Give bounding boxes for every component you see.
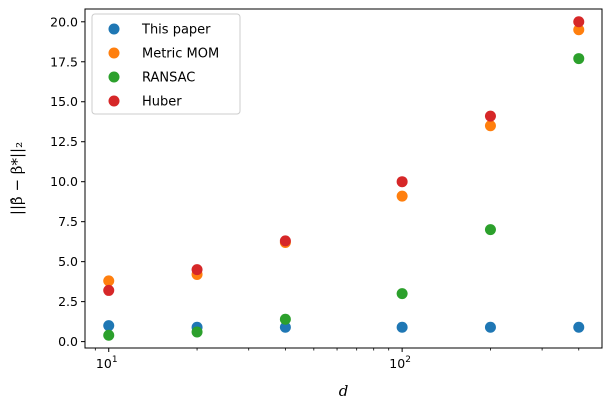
data-point-ransac (103, 329, 115, 341)
data-point-huber (103, 284, 115, 296)
data-point-this-paper (279, 321, 291, 333)
data-point-ransac (191, 326, 203, 338)
y-tick-label: 12.5 (50, 134, 78, 149)
data-point-this-paper (396, 321, 408, 333)
y-tick-label: 15.0 (50, 94, 78, 109)
data-point-this-paper (103, 320, 115, 332)
x-axis-label: d (339, 382, 349, 400)
data-point-metric-mom (484, 120, 496, 132)
legend-entry: This paper (141, 23, 211, 38)
legend-entry: Huber (142, 95, 182, 110)
legend-entry: RANSAC (142, 71, 195, 86)
data-point-huber (191, 264, 203, 276)
y-tick-label: 0.0 (58, 334, 78, 349)
data-points (103, 16, 585, 341)
x-axis-ticks: 101 102 (94, 348, 580, 371)
y-tick-label: 7.5 (58, 214, 78, 229)
data-point-ransac (396, 288, 408, 300)
x-tick-label: 101 (96, 355, 118, 371)
legend-marker (108, 47, 120, 59)
data-point-huber (573, 16, 585, 28)
y-tick-label: 10.0 (50, 174, 78, 189)
legend-entry: Metric MOM (142, 47, 219, 62)
data-point-metric-mom (103, 275, 115, 287)
data-point-huber (396, 176, 408, 188)
y-axis-ticks: 0.0 2.5 5.0 7.5 10.0 12.5 15.0 17.5 20.0 (50, 14, 85, 349)
y-tick-label: 20.0 (50, 14, 78, 29)
y-tick-label: 2.5 (58, 294, 78, 309)
data-point-huber (484, 110, 496, 122)
y-tick-label: 5.0 (58, 254, 78, 269)
legend-marker (108, 23, 120, 35)
data-point-metric-mom (573, 24, 585, 36)
data-point-this-paper (573, 321, 585, 333)
legend-box (91, 13, 241, 115)
x-tick-label: 102 (389, 355, 411, 371)
y-tick-label: 17.5 (50, 54, 78, 69)
data-point-ransac (484, 224, 496, 236)
y-axis-label: ||β̂ − β*||₂ (8, 142, 26, 215)
data-point-huber (279, 235, 291, 247)
legend: This paper Metric MOM RANSAC Huber (91, 13, 241, 115)
data-point-metric-mom (396, 190, 408, 202)
data-point-ransac (279, 313, 291, 325)
data-point-ransac (573, 53, 585, 65)
data-point-this-paper (484, 321, 496, 333)
legend-marker (108, 71, 120, 83)
plot-frame (84, 8, 603, 349)
legend-marker (108, 95, 120, 107)
